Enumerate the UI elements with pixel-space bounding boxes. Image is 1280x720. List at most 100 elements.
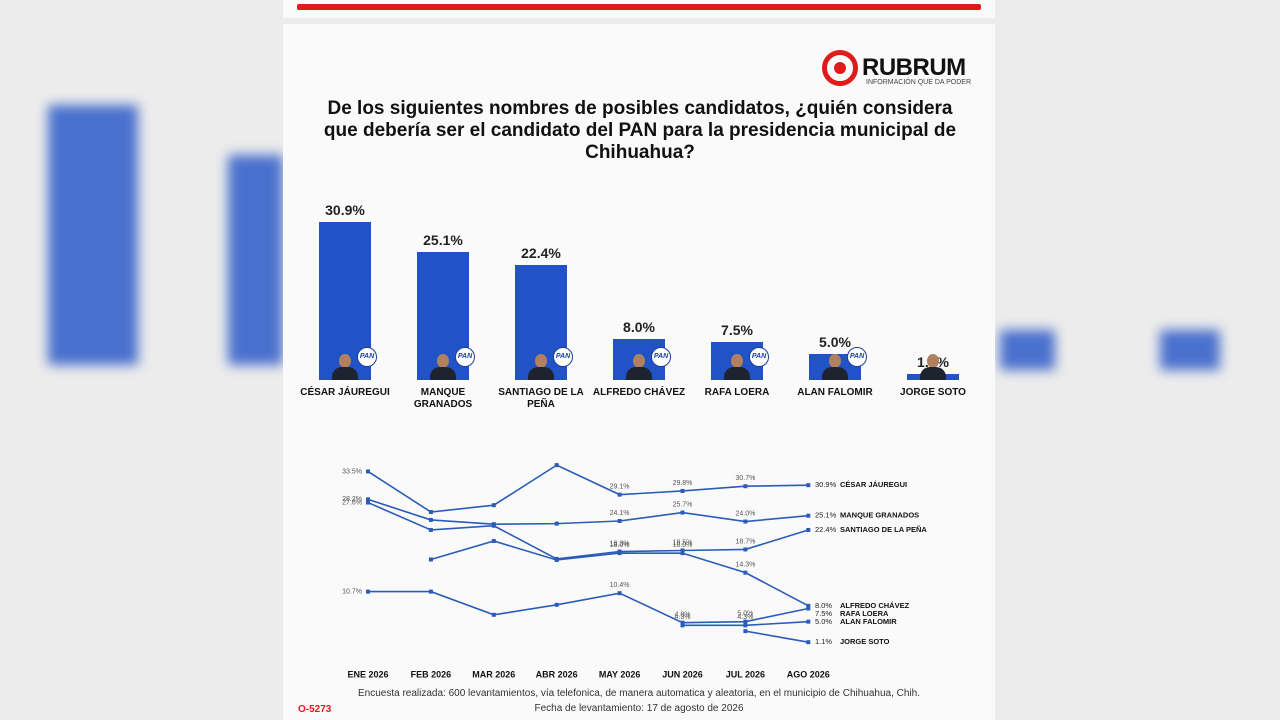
point-label: 29.8% <box>673 480 693 487</box>
point <box>806 606 811 611</box>
point <box>743 547 748 552</box>
end-value-label: 30.9% <box>815 480 837 489</box>
point-label: 33.5% <box>342 468 362 475</box>
point-label: 4.3% <box>675 614 691 621</box>
x-tick-label: JUL 2026 <box>726 669 765 679</box>
series-line <box>368 590 809 624</box>
point-label: 30.7% <box>735 475 755 482</box>
candidate-photo <box>918 352 948 380</box>
point-label: 5.0% <box>737 610 753 617</box>
footer-date: Fecha de levantamiento: 17 de agosto de … <box>534 703 744 714</box>
photo-head <box>731 354 743 368</box>
point-label: 18.5% <box>673 539 693 546</box>
point-label: 27.6% <box>342 499 362 506</box>
series-line <box>367 501 809 560</box>
point <box>491 523 496 528</box>
point <box>617 518 622 523</box>
candidate-photo <box>722 352 752 380</box>
bar-value-label: 25.1% <box>423 231 463 248</box>
point <box>428 527 433 532</box>
point <box>743 623 748 628</box>
photo-head <box>633 354 645 368</box>
point <box>743 629 748 634</box>
point-label: 18.3% <box>610 540 630 547</box>
candidate-photo <box>526 352 556 380</box>
point-label: 10.4% <box>610 582 630 589</box>
photo-body <box>920 367 946 380</box>
bar-value-label: 30.9% <box>325 202 365 218</box>
point-label: 18.0% <box>673 542 693 549</box>
point <box>743 484 748 489</box>
x-tick-label: MAY 2026 <box>599 669 641 679</box>
photo-head <box>927 354 939 368</box>
legend-label: ALFREDO CHÁVEZ <box>840 601 910 610</box>
point <box>554 521 559 526</box>
point-label: 14.3% <box>735 561 755 568</box>
point <box>743 519 748 524</box>
x-tick-label: CÉSAR JÁUREGUI <box>300 387 390 398</box>
x-tick-label: JUN 2026 <box>662 669 703 679</box>
point <box>806 640 811 645</box>
point <box>366 500 370 505</box>
point <box>680 623 685 628</box>
bar-value-label: 7.5% <box>721 321 753 338</box>
legend-label: RAFA LOERA <box>840 609 889 618</box>
x-tick-label: ALFREDO CHÁVEZ <box>592 387 686 398</box>
x-tick-label: ALAN FALOMIR <box>797 387 873 398</box>
point-label: 28.2% <box>342 496 362 503</box>
legend-label: SANTIAGO DE LA PEÑA <box>840 525 927 534</box>
point <box>366 497 370 502</box>
point <box>491 539 496 544</box>
point <box>680 510 685 515</box>
logo-name: RUBRUM <box>862 54 966 81</box>
point <box>680 548 685 553</box>
photo-head <box>339 354 351 368</box>
point-label: 24.1% <box>610 510 630 517</box>
point <box>680 620 685 625</box>
point-label: 24.0% <box>735 510 755 517</box>
party-badge: PAN <box>455 347 475 367</box>
x-tick-label: ABR 2026 <box>536 669 578 679</box>
series-line <box>367 498 809 525</box>
x-tick-label: FEB 2026 <box>411 669 452 679</box>
point <box>428 517 433 522</box>
point <box>743 619 748 624</box>
series-line <box>367 464 809 513</box>
point-label: 18.7% <box>735 538 755 545</box>
photo-body <box>626 367 652 380</box>
end-value-label: 5.0% <box>815 617 832 626</box>
end-value-label: 8.0% <box>815 601 832 610</box>
point-label: 25.7% <box>673 501 693 508</box>
point <box>491 612 496 617</box>
x-tick-label: MANQUE GRANADOS <box>413 387 473 410</box>
point <box>617 492 622 497</box>
party-badge: PAN <box>651 347 671 367</box>
point <box>680 551 685 556</box>
end-value-label: 25.1% <box>815 511 837 520</box>
bar-value-label: 22.4% <box>521 245 561 262</box>
point <box>617 551 622 556</box>
party-badge: PAN <box>847 347 867 367</box>
point-label: 18.0% <box>610 542 630 549</box>
end-value-label: 22.4% <box>815 525 837 534</box>
bar-value-label: 5.0% <box>819 334 851 351</box>
x-tick-label: RAFA LOERA <box>704 387 770 398</box>
point <box>806 513 811 518</box>
point <box>428 557 433 562</box>
point <box>554 463 559 468</box>
photo-body <box>528 367 554 380</box>
legend-label: CÉSAR JÁUREGUI <box>840 480 907 489</box>
point <box>806 527 811 532</box>
photo-head <box>535 354 547 368</box>
point <box>366 589 370 594</box>
point-label: 29.1% <box>610 483 630 490</box>
logo-tagline: INFORMACIÓN QUE DA PODER <box>866 79 972 86</box>
series-line <box>745 630 809 643</box>
legend-label: MANQUE GRANADOS <box>840 511 919 520</box>
footer-note: Encuesta realizada: 600 levantamientos, … <box>357 688 920 699</box>
bar-value-label: 8.0% <box>623 319 655 336</box>
photo-body <box>332 367 358 380</box>
party-badge: PAN <box>357 347 377 367</box>
